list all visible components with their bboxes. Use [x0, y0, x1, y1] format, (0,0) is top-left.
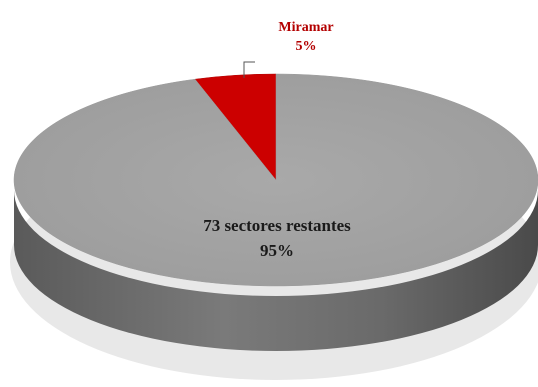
pie-slice-restantes	[13, 73, 538, 287]
rest-name-label: 73 sectores restantes	[203, 216, 351, 235]
miramar-name-label: Miramar	[278, 20, 333, 35]
pie-side-wall	[14, 190, 538, 351]
rest-value-label: 95%	[260, 241, 294, 260]
miramar-value-label: 5%	[296, 39, 317, 54]
pie-slices	[13, 73, 538, 287]
miramar-leader-line	[243, 61, 255, 78]
